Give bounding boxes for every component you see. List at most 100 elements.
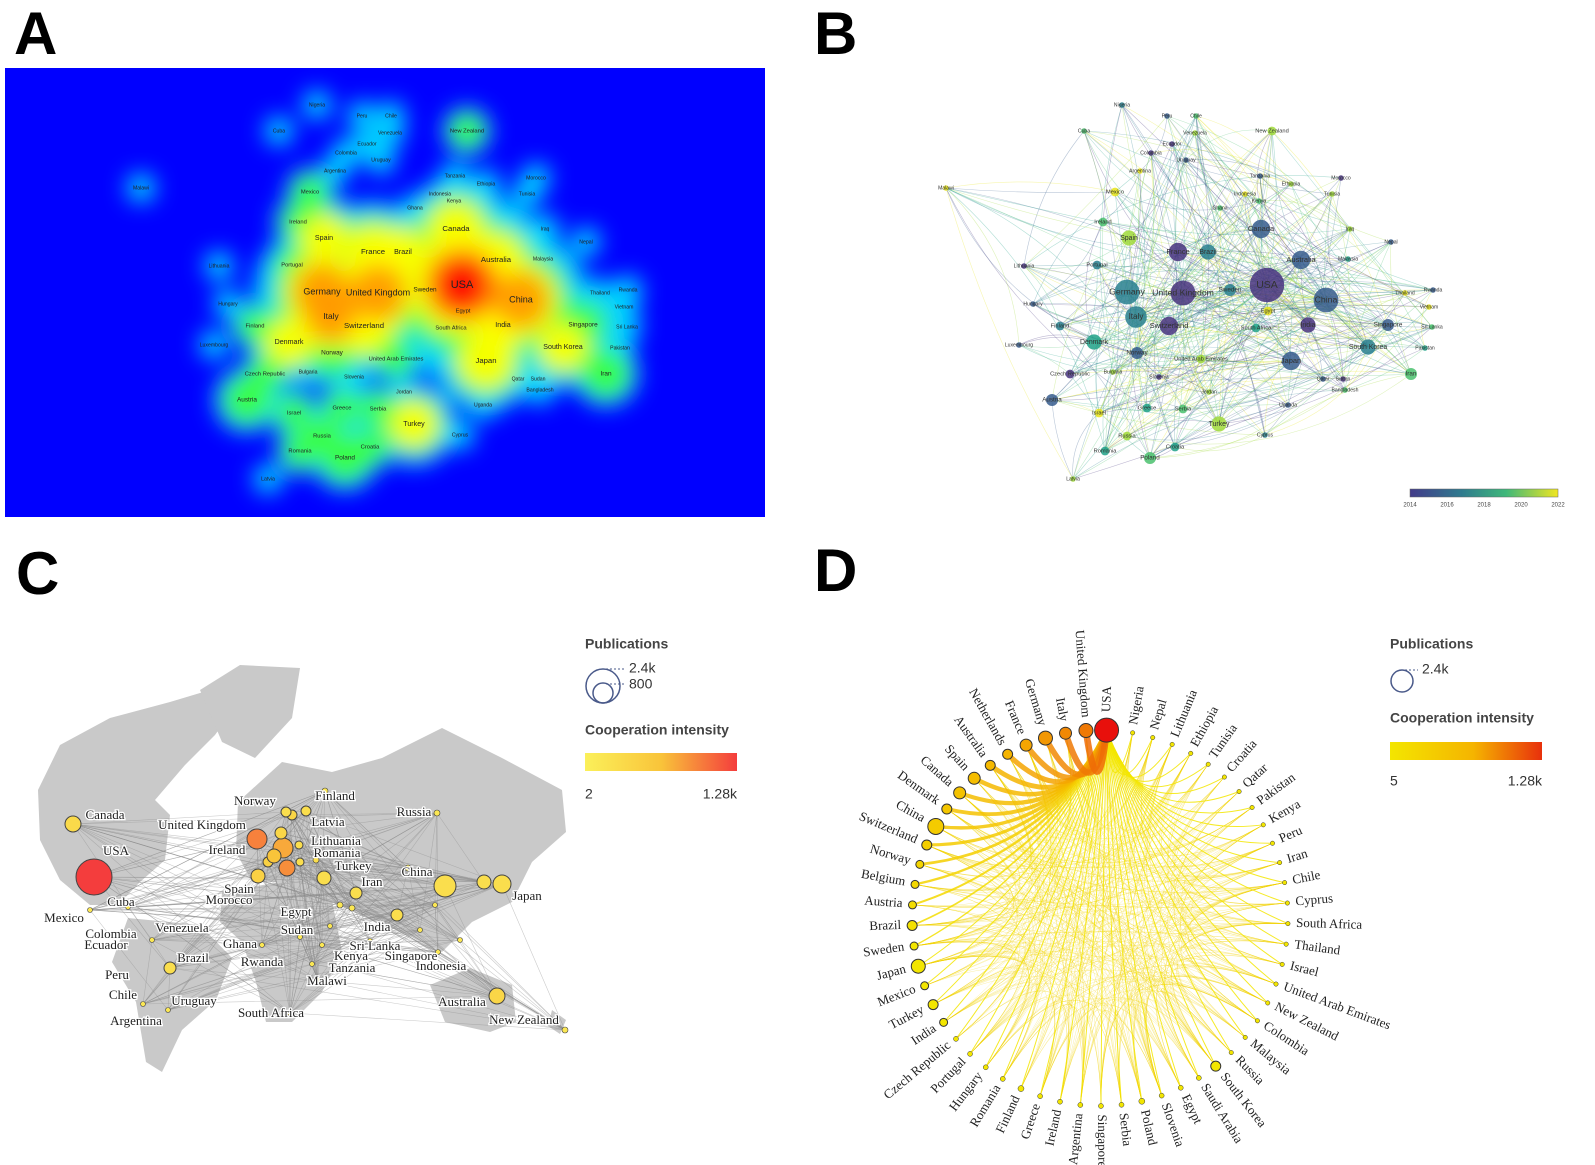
network-edge bbox=[1174, 241, 1392, 448]
map-node bbox=[75, 858, 113, 896]
country-label: Vietnam bbox=[1420, 304, 1439, 310]
network-edge bbox=[1344, 241, 1392, 391]
chord bbox=[1002, 730, 1108, 1080]
country-label: Sweden bbox=[413, 287, 437, 294]
chord bbox=[926, 764, 1209, 869]
chord-node bbox=[1150, 735, 1156, 740]
network-edge bbox=[1218, 228, 1351, 425]
chord bbox=[985, 923, 1288, 1068]
chord-node bbox=[1249, 805, 1255, 810]
map-edge bbox=[321, 939, 461, 946]
map-edge bbox=[167, 939, 461, 1011]
chord bbox=[943, 824, 1264, 1023]
chord bbox=[1100, 807, 1253, 1107]
country-label: Israel bbox=[1092, 411, 1106, 417]
map-edge bbox=[437, 951, 498, 997]
chord bbox=[1146, 902, 1288, 1096]
network-edge bbox=[1018, 344, 1071, 375]
network-node bbox=[1164, 113, 1170, 119]
panel-letter: B bbox=[814, 0, 857, 67]
network-node bbox=[1094, 408, 1104, 418]
network-nodes: Nigeria Peru Chile Cuba Venezuela New Zealand… bbox=[938, 102, 1443, 482]
country-label: Cuba bbox=[1078, 128, 1090, 134]
network-node bbox=[1251, 219, 1271, 239]
country-label: Serbia bbox=[370, 407, 388, 413]
network-node bbox=[1092, 260, 1102, 270]
network-edge bbox=[1182, 292, 1324, 380]
heat-spot bbox=[347, 101, 377, 131]
map-node bbox=[64, 815, 82, 833]
network-edge bbox=[1069, 360, 1344, 380]
country-label: Colombia bbox=[85, 926, 137, 941]
network-edge bbox=[1136, 200, 1260, 354]
country-label: Finland bbox=[315, 788, 355, 803]
network-node bbox=[1030, 301, 1036, 307]
chord-node bbox=[910, 879, 920, 889]
chord bbox=[914, 791, 1240, 947]
network-node bbox=[1281, 351, 1301, 371]
network-edge bbox=[1104, 324, 1389, 452]
map-node bbox=[280, 806, 292, 818]
country-label: Italy bbox=[323, 311, 339, 321]
country-label: Latvia bbox=[261, 476, 275, 482]
map-edge bbox=[93, 876, 325, 879]
map-edge bbox=[298, 844, 503, 885]
chord bbox=[1106, 729, 1269, 1004]
map-edge bbox=[299, 812, 438, 863]
map-edge bbox=[289, 914, 398, 1014]
network-edge bbox=[1051, 399, 1220, 425]
network-edge bbox=[1032, 303, 1412, 376]
country-label: South Africa bbox=[1296, 915, 1363, 932]
chord bbox=[1164, 882, 1285, 1079]
network-edge bbox=[1098, 193, 1333, 414]
country-label: Morocco bbox=[206, 892, 253, 907]
map-edge bbox=[93, 838, 258, 878]
country-label: United Arab Emirates bbox=[1174, 357, 1228, 363]
legend-title: Cooperation intensity bbox=[1390, 710, 1534, 726]
map-edge bbox=[298, 844, 461, 941]
chord bbox=[933, 753, 1191, 1005]
network-node bbox=[1345, 256, 1351, 262]
panel-letter: A bbox=[14, 0, 57, 67]
chord bbox=[918, 955, 1056, 1097]
legend-size bbox=[592, 682, 614, 704]
chord bbox=[918, 956, 1122, 1105]
chord bbox=[1002, 824, 1264, 1080]
chord bbox=[969, 764, 1209, 1055]
map-edge bbox=[167, 904, 436, 1011]
chord bbox=[955, 939, 1287, 1040]
heat-spot bbox=[581, 349, 631, 399]
chord bbox=[914, 931, 1287, 947]
country-label: Austria bbox=[237, 397, 257, 404]
country-label: Colombia bbox=[335, 150, 357, 156]
map-edge bbox=[267, 861, 446, 887]
map-edge bbox=[89, 909, 398, 916]
network-edge bbox=[1174, 228, 1262, 448]
chord bbox=[914, 931, 1287, 947]
map-edge bbox=[261, 859, 317, 946]
network-edge bbox=[1069, 115, 1197, 375]
chord bbox=[926, 844, 1032, 1068]
chord bbox=[918, 956, 1083, 1105]
network-edge bbox=[1195, 115, 1209, 360]
map-edge bbox=[324, 790, 357, 894]
map-edge bbox=[93, 876, 319, 981]
network-edge bbox=[1051, 377, 1344, 401]
network-edge bbox=[1023, 265, 1292, 363]
chord bbox=[1146, 902, 1288, 1096]
country-label: United Kingdom bbox=[158, 817, 246, 832]
chord bbox=[1059, 923, 1288, 1102]
network-edge bbox=[1158, 360, 1292, 378]
chord bbox=[1106, 730, 1123, 1105]
network-node bbox=[1251, 323, 1261, 333]
map-edge bbox=[317, 812, 438, 981]
heat-spot bbox=[199, 330, 229, 360]
chord bbox=[1039, 732, 1133, 1097]
map-edge bbox=[127, 906, 153, 941]
map-edge bbox=[329, 867, 409, 927]
chord bbox=[946, 808, 1280, 882]
map-edge bbox=[317, 790, 326, 981]
chord-node bbox=[939, 1017, 949, 1027]
map-edge bbox=[72, 812, 438, 825]
map-edge bbox=[127, 812, 438, 908]
